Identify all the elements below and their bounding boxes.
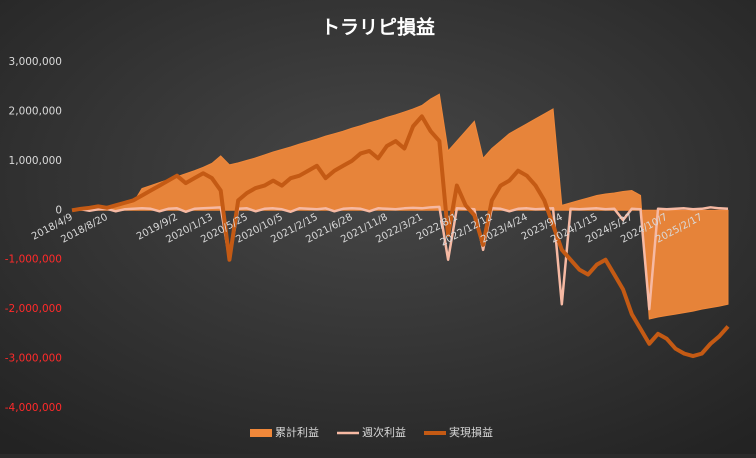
y-tick-label: 1,000,000 bbox=[9, 155, 62, 167]
legend-swatch bbox=[250, 429, 272, 437]
line bbox=[71, 205, 729, 311]
y-tick-label: -4,000,000 bbox=[5, 402, 62, 414]
legend-label: 週次利益 bbox=[362, 425, 406, 439]
area bbox=[71, 93, 729, 320]
legend-label: 累計利益 bbox=[275, 425, 319, 439]
y-tick-label: 0 bbox=[55, 204, 62, 216]
y-tick-label: 2,000,000 bbox=[9, 105, 62, 117]
y-tick-label: -1,000,000 bbox=[5, 254, 62, 266]
legend: 累計利益 週次利益 実現損益 bbox=[250, 425, 493, 439]
chart-title: トラリピ損益 bbox=[321, 16, 435, 39]
y-tick-label: 3,000,000 bbox=[9, 56, 62, 68]
y-tick-label: -3,000,000 bbox=[5, 353, 62, 365]
legend-label: 実現損益 bbox=[449, 425, 493, 439]
y-tick-label: -2,000,000 bbox=[5, 303, 62, 315]
line bbox=[71, 114, 730, 359]
